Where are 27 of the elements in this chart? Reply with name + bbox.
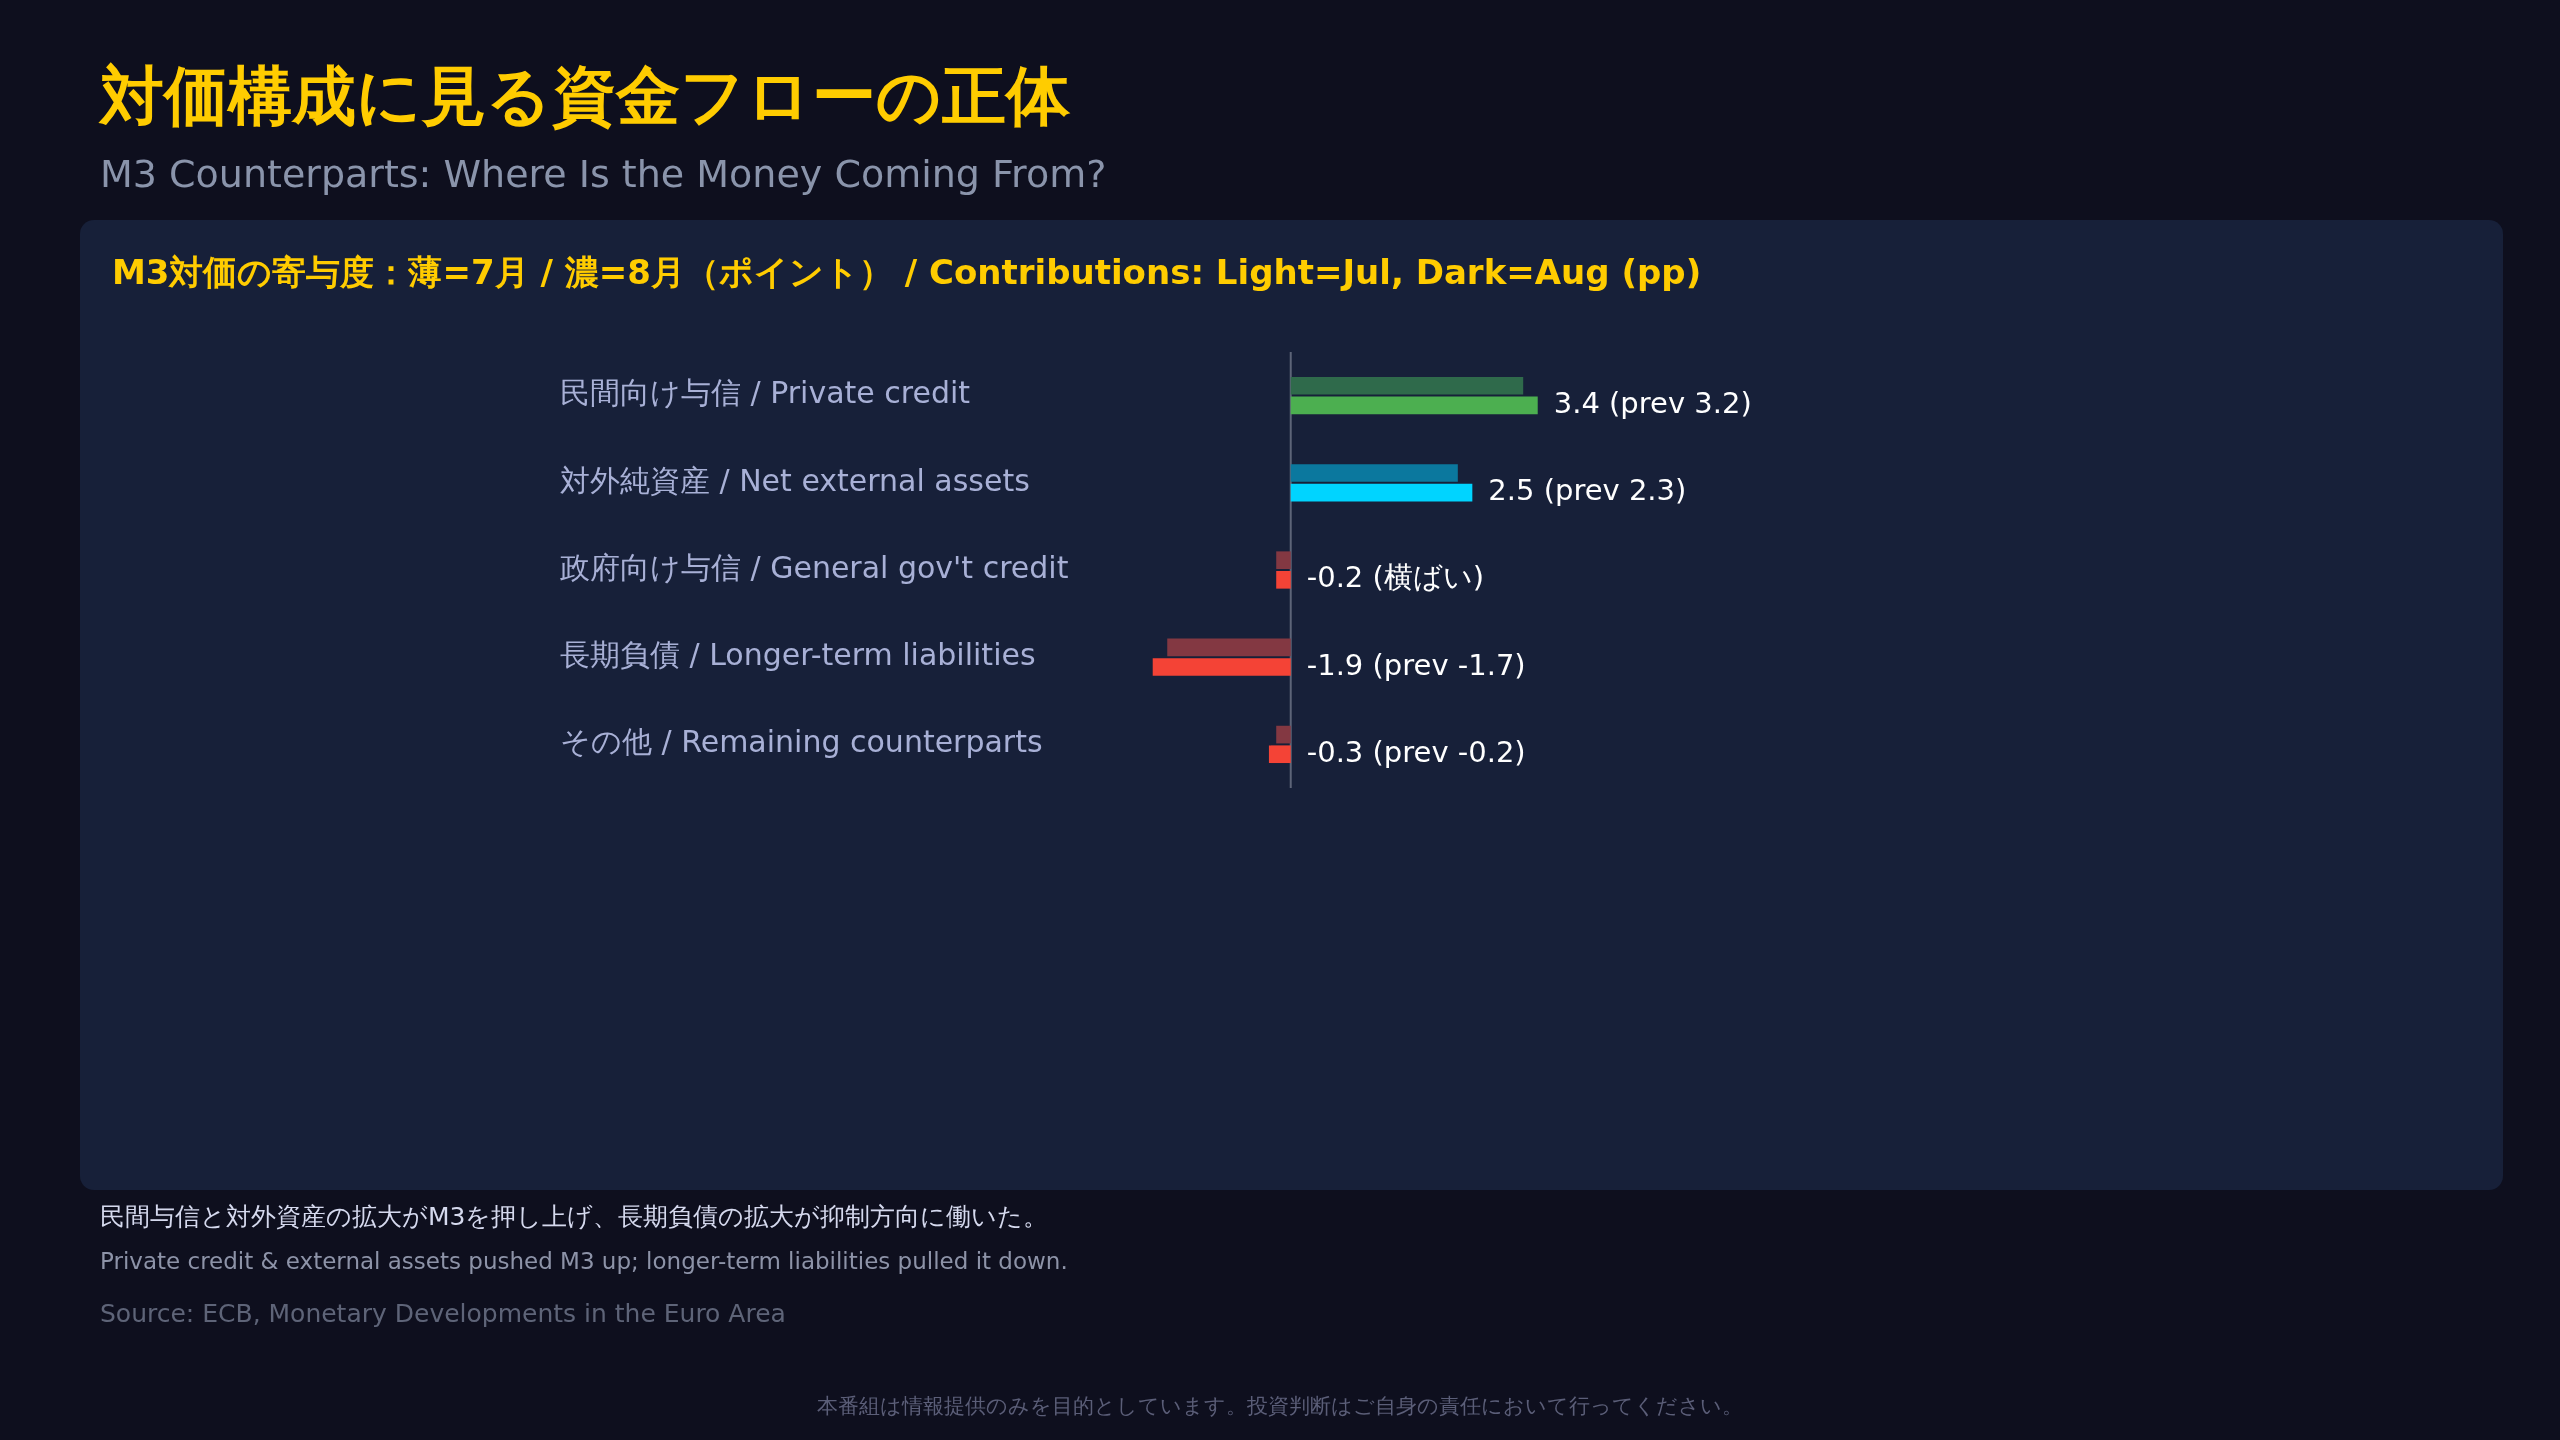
bar [1167,638,1291,657]
bar [1290,464,1458,482]
bar [1276,551,1291,570]
text: 対価構成に見る資金フローの正体 [100,58,1070,135]
bar [1276,725,1291,744]
source-note: Source: ECB, Monetary Developments in the Euro Area [100,1299,786,1329]
data-label: -1.9 (prev -1.7) [1306,647,1526,682]
bar [1152,658,1291,676]
data-label: 3.4 (prev 3.2) [1553,385,1752,420]
y-tick-label: 政府向け与信 / General gov't credit [560,549,1069,585]
data-label: -0.3 (prev -0.2) [1306,734,1526,769]
data-label: -0.2 (横ばい) [1306,560,1485,595]
y-tick-label: 長期負債 / Longer-term liabilities [560,637,1036,672]
y-tick-label: その他 / Remaining counterparts [560,724,1043,760]
text: M3 Counterparts: Where Is the Money Coming From? [100,152,1107,198]
text: Private credit & external assets pushed M3 up; longer-term liabilities pulled it down. [100,1248,1068,1276]
text: 本番組は情報提供のみを目的としています。投資判断はご自身の責任において行ってください。 [816,1394,1744,1420]
data-label: 2.5 (prev 2.3) [1488,473,1687,508]
bar [1268,745,1291,764]
bar [1276,570,1291,589]
bar [1290,396,1538,415]
text: M3対価の寄与度：薄=7月 / 濃=8月（ポイント） / Contributions: Light=Jul, Dark=Aug (pp) [112,252,1702,293]
y-tick-label: 民間向け与信 / Private credit [560,375,971,411]
text: 民間与信と対外資産の拡大がM3を押し上げ、長期負債の拡大が抑制方向に働いた。 [100,1202,1049,1232]
bar [1290,483,1473,502]
y-tick-label: 対外純資産 / Net external assets [560,462,1030,498]
bar [1290,376,1524,395]
